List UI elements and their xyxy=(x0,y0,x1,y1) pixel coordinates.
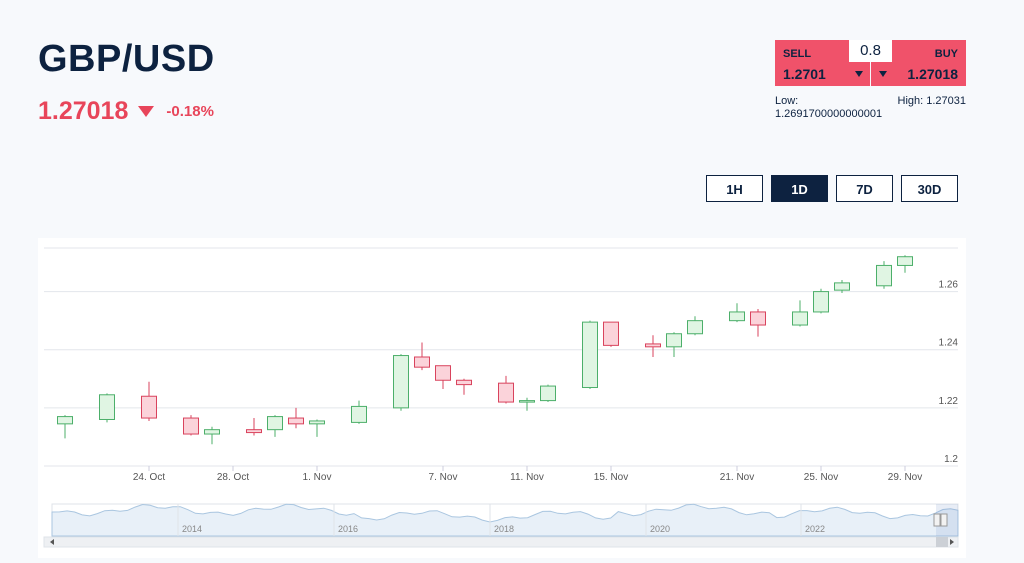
candle-body[interactable] xyxy=(414,356,430,368)
candle-body[interactable] xyxy=(351,405,367,423)
candle-body[interactable] xyxy=(204,429,220,435)
scrollbar-thumb[interactable] xyxy=(936,537,948,547)
candle-body[interactable] xyxy=(456,379,472,386)
scroll-right-icon[interactable] xyxy=(950,539,954,545)
candle-body[interactable] xyxy=(309,420,325,425)
candle-body[interactable] xyxy=(582,321,598,389)
price-change: -0.18% xyxy=(166,103,214,120)
low-value: 1.2691700000000001 xyxy=(775,108,883,120)
candle-body[interactable] xyxy=(876,264,892,287)
candle-body[interactable] xyxy=(603,321,619,346)
candle-body[interactable] xyxy=(435,365,451,381)
x-tick-label: 21. Nov xyxy=(720,472,754,483)
candle-body[interactable] xyxy=(519,400,535,403)
trade-widget: SELL 1.2701 BUY 1.27018 0.8 xyxy=(775,40,966,86)
scrollbar-track[interactable] xyxy=(43,536,959,548)
candle-body[interactable] xyxy=(540,385,556,402)
y-tick-label: 1.26 xyxy=(939,280,959,291)
y-tick-label: 1.2 xyxy=(944,454,958,465)
current-price: 1.27018 xyxy=(38,97,129,125)
navigator-year-label: 2016 xyxy=(338,524,358,534)
candle-body[interactable] xyxy=(57,416,73,425)
down-arrow-icon xyxy=(138,106,155,117)
scroll-left-icon[interactable] xyxy=(50,539,54,545)
x-tick-label: 29. Nov xyxy=(888,472,922,483)
y-tick-label: 1.22 xyxy=(939,396,959,407)
candle-body[interactable] xyxy=(267,416,283,431)
buy-button[interactable]: BUY 1.27018 xyxy=(871,40,966,86)
navigator-year-label: 2020 xyxy=(650,524,670,534)
navigator-series xyxy=(51,503,959,537)
x-tick-label: 28. Oct xyxy=(217,472,249,483)
buy-label: BUY xyxy=(934,48,958,60)
candle-body[interactable] xyxy=(666,333,682,348)
navigator-year-label: 2022 xyxy=(805,524,825,534)
low-info: Low: 1.2691700000000001 xyxy=(775,95,882,121)
candle-body[interactable] xyxy=(897,256,913,266)
x-tick-label: 11. Nov xyxy=(510,472,544,483)
range-button-1h[interactable]: 1H xyxy=(706,175,763,202)
candle-body[interactable] xyxy=(288,417,304,425)
candle-body[interactable] xyxy=(645,343,661,348)
chart-svg: 1.2 1.22 1.24 1.26 24. Oct 28. Oct 1. Nov 7. No… xyxy=(43,247,959,548)
candle-body[interactable] xyxy=(834,282,850,291)
candle-body[interactable] xyxy=(141,395,157,419)
sell-value: 1.2701 xyxy=(783,66,826,82)
candle-body[interactable] xyxy=(246,429,262,434)
spread-value: 0.8 xyxy=(849,40,892,62)
x-tick-label: 25. Nov xyxy=(804,472,838,483)
navigator-year-label: 2014 xyxy=(182,524,202,534)
sell-label: SELL xyxy=(783,48,812,60)
candle-body[interactable] xyxy=(687,320,703,335)
y-tick-label: 1.24 xyxy=(939,338,959,349)
buy-value: 1.27018 xyxy=(907,66,958,82)
price-row: 1.27018 -0.18% xyxy=(38,97,214,126)
candle-body[interactable] xyxy=(99,394,115,420)
range-button-30d[interactable]: 30D xyxy=(901,175,958,202)
candle-body[interactable] xyxy=(393,355,409,409)
candle-body[interactable] xyxy=(813,291,829,313)
candle-body[interactable] xyxy=(750,311,766,326)
range-button-7d[interactable]: 7D xyxy=(836,175,893,202)
navigator-year-label: 2018 xyxy=(494,524,514,534)
candle-body[interactable] xyxy=(498,382,514,403)
x-tick-label: 24. Oct xyxy=(133,472,165,483)
x-tick-label: 1. Nov xyxy=(303,472,332,483)
high-info: High: 1.27031 xyxy=(897,95,967,107)
navigator-handle-right[interactable] xyxy=(940,513,948,527)
x-tick-label: 15. Nov xyxy=(594,472,628,483)
navigator-handle-left[interactable] xyxy=(933,513,941,527)
range-button-1d[interactable]: 1D xyxy=(771,175,828,202)
low-label: Low: xyxy=(775,95,799,107)
candle-body[interactable] xyxy=(792,311,808,326)
x-tick-label: 7. Nov xyxy=(429,472,458,483)
candlestick-chart: 1.2 1.22 1.24 1.26 24. Oct 28. Oct 1. Nov 7. No… xyxy=(38,238,966,558)
candle-body[interactable] xyxy=(729,311,745,322)
candle-body[interactable] xyxy=(183,417,199,435)
buy-dropdown-icon[interactable] xyxy=(879,71,887,77)
sell-dropdown-icon[interactable] xyxy=(855,71,863,77)
currency-pair-title: GBP/USD xyxy=(38,38,215,80)
